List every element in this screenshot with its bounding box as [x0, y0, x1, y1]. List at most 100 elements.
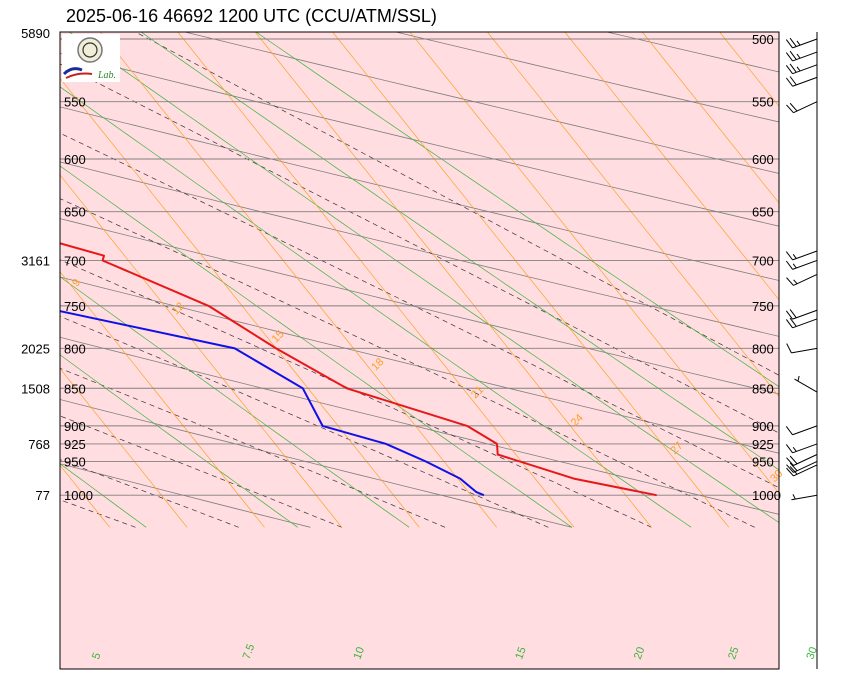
isobar-label-right: 850 [752, 381, 774, 396]
wind-barb [785, 259, 818, 270]
mixing-ratio-label: 30 [804, 645, 819, 661]
axis-labels: 5005005505506006006506507007007507508008… [21, 26, 781, 503]
dry-adiabat-line [394, 32, 779, 123]
wind-barb-staff [793, 101, 818, 114]
mixing-ratio-line [140, 32, 779, 471]
isobar-label-right: 750 [752, 299, 774, 314]
isobar-label-left: 700 [64, 253, 86, 268]
wind-barb-half [792, 263, 797, 269]
isobar-label-right: 550 [752, 95, 774, 110]
wind-barb-staff [792, 76, 818, 87]
height-label: 1508 [21, 381, 50, 396]
wind-barb-flag [786, 457, 794, 466]
wind-barb-flag [785, 260, 793, 270]
isotherm-line [60, 77, 420, 528]
wind-barb [785, 50, 818, 62]
dry-adiabat-line [183, 32, 779, 174]
isobar-label-left: 650 [64, 205, 86, 220]
isobar-label-right: 500 [752, 32, 774, 47]
dry-adiabat-line [60, 52, 779, 227]
wind-barb [785, 317, 818, 329]
mixing-ratio-label: 5 [90, 651, 103, 661]
isobar-label-left: 850 [64, 381, 86, 396]
isotherm-line [486, 32, 779, 398]
isotherm-line [564, 32, 779, 301]
isotherm-line [60, 174, 343, 528]
temperature-curve [60, 242, 657, 497]
wind-barb [786, 343, 818, 354]
height-label: 768 [28, 437, 50, 452]
isobar-label-right: 925 [752, 437, 774, 452]
height-label: 77 [36, 488, 50, 503]
wind-barb-flag [789, 50, 797, 60]
wind-barb-half [792, 494, 796, 500]
wind-barbs [785, 37, 818, 501]
dry-adiabat-line [60, 106, 779, 281]
wind-barb [786, 101, 818, 114]
wind-barb [786, 454, 818, 466]
isobar-label-right: 800 [752, 341, 774, 356]
isotherm-line [409, 32, 779, 494]
isotherm-line [254, 32, 652, 528]
isotherm-line [60, 367, 188, 528]
moist-adiabat-line [60, 367, 446, 528]
wind-barb-staff [793, 464, 818, 477]
isobar-label-right: 900 [752, 419, 774, 434]
wind-barb [785, 37, 818, 49]
dewpoint-curve [60, 310, 485, 497]
wind-barb-flag [789, 63, 797, 73]
wind-barb-flag [785, 77, 793, 87]
grid-lines [60, 32, 779, 528]
dry-adiabat-line [60, 218, 779, 395]
wind-barb-half [793, 279, 798, 285]
height-label: 2025 [21, 341, 50, 356]
isobar-label-left: 600 [64, 152, 86, 167]
wind-barb-half [792, 254, 797, 259]
wind-barb-flag [785, 65, 793, 75]
mixing-ratio-line [255, 32, 779, 388]
wind-barb [785, 250, 818, 261]
moist-adiabat-line [60, 198, 755, 528]
wind-barb-half [796, 40, 801, 46]
isotherm-line [99, 32, 497, 528]
unstable-region [60, 32, 779, 669]
wind-barb-staff [794, 378, 818, 393]
wind-barb-staff [792, 309, 818, 320]
height-label: 3161 [21, 253, 50, 268]
wind-barb-staff [792, 250, 818, 261]
isotherm-line [719, 32, 779, 107]
wind-barb-half [792, 446, 797, 452]
isobar-label-right: 1000 [752, 488, 781, 503]
wind-barb-flag [785, 319, 793, 329]
wind-barb-half [797, 375, 800, 382]
isotherm-line [332, 32, 730, 528]
isotherm-line [641, 32, 779, 204]
wind-barb [785, 309, 818, 320]
plot-frame [59, 31, 780, 670]
wind-barb-half [796, 66, 801, 72]
moist-adiabat-line [60, 415, 343, 528]
isotherm-line [177, 32, 575, 528]
chart-title: 2025-06-16 46692 1200 UTC (CCU/ATM/SSL) [66, 6, 437, 26]
wind-barb-flag [786, 343, 792, 354]
wind-barb-staff [793, 454, 818, 466]
wind-barb-staff [793, 461, 818, 473]
mixing-ratio-label: 10 [352, 645, 367, 661]
isobar-label-left: 900 [64, 419, 86, 434]
mixing-ratio-line [60, 86, 692, 528]
wind-barb-staff [792, 64, 818, 75]
isobar-label-left: 750 [64, 299, 86, 314]
wind-barb-flag [785, 426, 793, 436]
wind-barb-flag [789, 466, 798, 475]
wind-barb [794, 375, 818, 393]
moist-adiabat-line [134, 32, 779, 376]
wind-barb-flag [785, 444, 793, 454]
moist-adiabat-line [60, 315, 549, 528]
isobar-label-left: 950 [64, 454, 86, 469]
wind-barb-staff [791, 494, 818, 501]
height-label: 5890 [21, 26, 50, 41]
wind-barb-flag [785, 52, 793, 62]
isobar-label-right: 600 [752, 152, 774, 167]
mixing-ratio-label: 7.5 [241, 643, 258, 661]
